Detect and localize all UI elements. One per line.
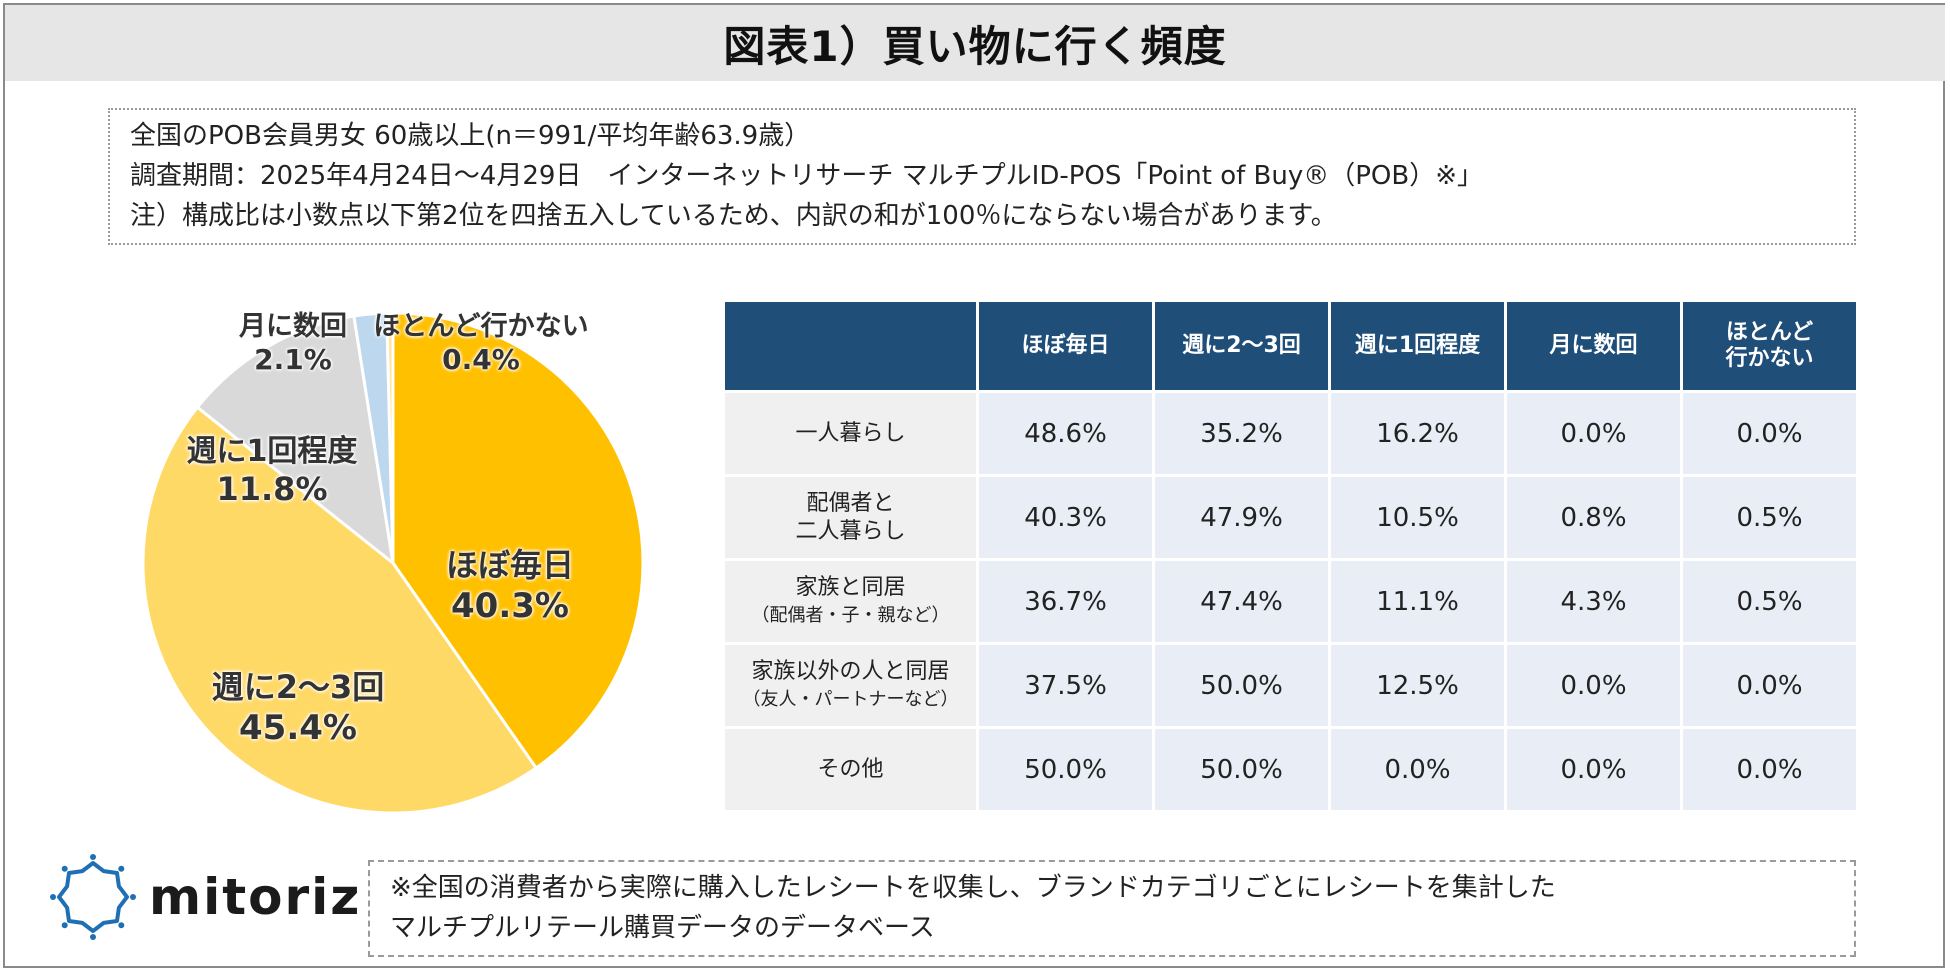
table-row-label: 配偶者と 二人暮らし: [722, 474, 979, 561]
pie-slice-5: [385, 311, 395, 564]
pie-chart-svg: [141, 311, 645, 815]
survey-info-box: 全国のPOB会員男女 60歳以上(n＝991/平均年齢63.9歳） 調査期間：2…: [108, 108, 1856, 245]
table-row: 家族以外の人と同居 （友人・パートナーなど） 37.5% 50.0% 12.5% 0.0%…: [722, 642, 1859, 729]
table-cell: 0.0%: [1504, 390, 1683, 477]
mitoriz-logo: mitoriz: [45, 852, 359, 942]
table-cell: 47.4%: [1152, 558, 1331, 645]
table-cell: 16.2%: [1328, 390, 1507, 477]
table-row-label: 家族と同居 （配偶者・子・親など）: [722, 558, 979, 645]
table-cell: 0.0%: [1328, 726, 1507, 813]
table-column-header: ほとんど 行かない: [1680, 299, 1859, 393]
table-cell: 11.1%: [1328, 558, 1507, 645]
table-row-label: 一人暮らし: [722, 390, 979, 477]
table-row-label: その他: [722, 726, 979, 813]
table-cell: 12.5%: [1328, 642, 1507, 729]
pie-label-category: ほぼ毎日: [445, 546, 575, 584]
pie-label-value: 2.1%: [254, 343, 332, 376]
pie-label-value: 0.4%: [442, 343, 520, 376]
table-cell: 10.5%: [1328, 474, 1507, 561]
title-band: 図表1）買い物に行く頻度: [5, 5, 1945, 81]
pie-label-value: 11.8%: [216, 470, 328, 508]
table-corner-cell: [722, 299, 979, 393]
table-cell: 47.9%: [1152, 474, 1331, 561]
table-body: 一人暮らし 48.6% 35.2% 16.2% 0.0% 0.0% 配偶者と 二人暮らし 40.…: [722, 390, 1859, 813]
pie-label-value: 45.4%: [239, 708, 357, 748]
pie-chart: ほぼ毎日 40.3% 週に2～3回 45.4% 週に1回程度 11.8% 月に数回 2.1% ほ…: [120, 280, 680, 840]
table-cell: 0.0%: [1680, 642, 1859, 729]
pie-slice-3: [195, 314, 396, 567]
pob-note-box: ※全国の消費者から実際に購入したレシートを収集し、ブランドカテゴリごとにレシート…: [368, 860, 1856, 957]
table-row-sublabel: （友人・パートナーなど）: [742, 688, 959, 710]
pie-label-value: 40.3%: [451, 586, 569, 626]
pie-label-2: 週に2～3回 45.4%: [212, 662, 385, 748]
table-cell: 0.5%: [1680, 474, 1859, 561]
table-cell: 40.3%: [976, 474, 1155, 561]
pie-label-5: ほとんど行かない 0.4%: [373, 304, 588, 376]
sparkle-ring-icon: [50, 854, 136, 940]
table-cell: 35.2%: [1152, 390, 1331, 477]
pie-label-category: 月に数回: [239, 311, 347, 342]
table-row-sublabel: （配偶者・子・親など）: [751, 604, 950, 626]
pie-label-1: ほぼ毎日 40.3%: [446, 540, 574, 626]
table-row: 配偶者と 二人暮らし 40.3% 47.9% 10.5% 0.8% 0.5%: [722, 474, 1859, 561]
table-row: 家族と同居 （配偶者・子・親など） 36.7% 47.4% 11.1% 4.3% 0.5%: [722, 558, 1859, 645]
frequency-table: ほぼ毎日 週に2～3回 週に1回程度 月に数回 ほとんど 行かない 一人暮らし 48.6% 3…: [722, 299, 1859, 813]
table-header-row: ほぼ毎日 週に2～3回 週に1回程度 月に数回 ほとんど 行かない: [722, 299, 1859, 393]
pie-slice-2: [141, 405, 539, 815]
table-row-label: 家族以外の人と同居 （友人・パートナーなど）: [722, 642, 979, 729]
pie-label-category: 週に1回程度: [186, 434, 358, 469]
table-column-header: 月に数回: [1504, 299, 1683, 393]
pie-label-4: 月に数回 2.1%: [239, 304, 347, 376]
pob-note-line-1: ※全国の消費者から実際に購入したレシートを収集し、ブランドカテゴリごとにレシート…: [390, 873, 1556, 903]
table-cell: 0.5%: [1680, 558, 1859, 645]
page-title: 図表1）買い物に行く頻度: [723, 21, 1227, 71]
table-row: 一人暮らし 48.6% 35.2% 16.2% 0.0% 0.0%: [722, 390, 1859, 477]
pie-slice-1: [391, 311, 645, 771]
table-column-header: ほぼ毎日: [976, 299, 1155, 393]
survey-note-line: 注）構成比は小数点以下第2位を四捨五入しているため、内訳の和が100％にならない…: [130, 201, 1337, 231]
logo-text: mitoriz: [149, 868, 362, 926]
table-cell: 48.6%: [976, 390, 1155, 477]
table-cell: 50.0%: [1152, 726, 1331, 813]
table-cell: 4.3%: [1504, 558, 1683, 645]
table-cell: 0.0%: [1680, 726, 1859, 813]
table-cell: 0.0%: [1504, 642, 1683, 729]
table-column-header: 週に2～3回: [1152, 299, 1331, 393]
survey-period-line: 調査期間：2025年4月24日～4月29日 インターネットリサーチ マルチプルI…: [130, 161, 1484, 191]
pie-label-category: 週に2～3回: [211, 668, 385, 706]
pie-label-3: 週に1回程度 11.8%: [187, 426, 358, 508]
survey-sample-line: 全国のPOB会員男女 60歳以上(n＝991/平均年齢63.9歳）: [130, 121, 811, 151]
table-row: その他 50.0% 50.0% 0.0% 0.0% 0.0%: [722, 726, 1859, 813]
table-cell: 0.0%: [1504, 726, 1683, 813]
pob-note-line-2: マルチプルリテール購買データのデータベース: [390, 913, 935, 943]
table-cell: 50.0%: [1152, 642, 1331, 729]
table-cell: 37.5%: [976, 642, 1155, 729]
table-cell: 36.7%: [976, 558, 1155, 645]
table-cell: 50.0%: [976, 726, 1155, 813]
table-cell: 0.8%: [1504, 474, 1683, 561]
table-cell: 0.0%: [1680, 390, 1859, 477]
pie-label-category: ほとんど行かない: [373, 311, 589, 342]
table-column-header: 週に1回程度: [1328, 299, 1507, 393]
